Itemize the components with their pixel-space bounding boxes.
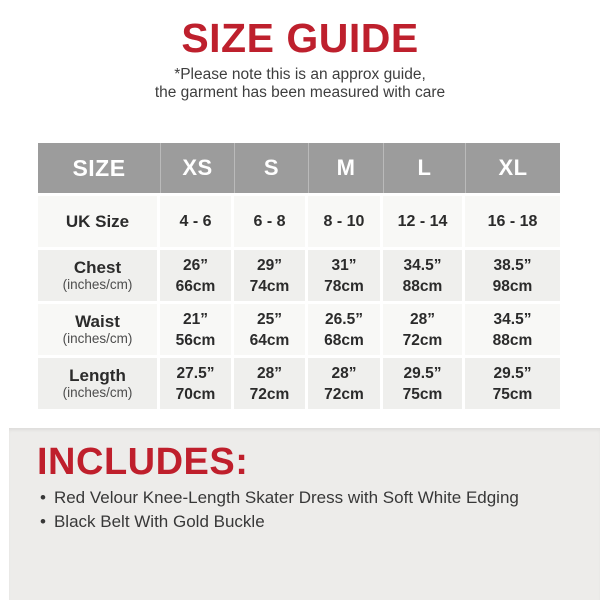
size-value-cell: 8 - 10 [308,193,383,247]
bullet-icon: • [40,512,46,531]
size-value: 29.5” [493,364,532,382]
size-value: 75cm [492,385,533,403]
row-label-cell: Waist (inches/cm) [38,301,160,355]
size-value: 6 - 8 [253,212,286,230]
size-value: 21” [183,310,208,328]
size-value: 8 - 10 [323,212,365,230]
size-value: 26” [183,256,208,274]
size-value: 64cm [249,331,290,349]
row-label: Length [69,366,126,385]
size-value: 28” [410,310,435,328]
size-table-row-uk-size: UK Size 4 - 6 6 - 8 8 - 10 12 - 14 16 - 18 [38,193,560,247]
includes-heading: INCLUDES: [37,441,249,483]
size-value: 25” [257,310,282,328]
size-table-header-cell-xl: XL [465,143,560,193]
size-value: 88cm [492,331,533,349]
includes-item-text: Red Velour Knee-Length Skater Dress with… [53,488,519,507]
size-value: 38.5” [493,256,532,274]
size-value-cell: 12 - 14 [383,193,465,247]
size-table-header-cell-size: SIZE [72,154,126,181]
size-value-cell: 29.5” 75cm [465,355,560,409]
size-value: 98cm [492,277,533,295]
size-value-cell: 28” 72cm [383,301,465,355]
size-value: 34.5” [493,310,532,328]
row-label-cell: Chest (inches/cm) [38,247,160,301]
size-value: 72cm [324,385,364,403]
bullet-icon: • [40,488,46,507]
includes-item: • Red Velour Knee-Length Skater Dress wit… [40,486,519,510]
size-table-row-waist: Waist (inches/cm) 21” 56cm 25” 64cm 26.5” 68cm 2… [38,301,560,355]
note-line-2: the garment has been measured with care [154,83,446,101]
size-value: 72cm [402,331,443,349]
size-value-cell: 6 - 8 [234,193,308,247]
size-value-cell: 26” 66cm [160,247,234,301]
includes-item: • Black Belt With Gold Buckle [40,510,519,534]
size-value: 29.5” [403,364,442,382]
size-value: 28” [331,364,357,382]
size-table-header: SIZE XS S M L XL [38,143,560,193]
size-value: 16 - 18 [487,212,538,230]
size-value: 28” [257,364,282,382]
size-value: 70cm [175,385,216,403]
size-table-row-chest: Chest (inches/cm) 26” 66cm 29” 74cm 31” 78cm 34.… [38,247,560,301]
size-value: 34.5” [403,256,442,274]
size-guide-note: *Please note this is an approx guide, th… [0,66,600,101]
size-value-cell: 31” 78cm [308,247,383,301]
row-sublabel: (inches/cm) [62,331,133,346]
row-sublabel: (inches/cm) [62,277,133,292]
size-table-body: UK Size 4 - 6 6 - 8 8 - 10 12 - 14 16 - 18 Che… [38,193,560,409]
note-line-1: *Please note this is an approx guide, [174,66,426,83]
size-value-cell: 26.5” 68cm [308,301,383,355]
size-value: 74cm [249,277,290,295]
row-label: Chest [73,258,122,277]
row-sublabel: (inches/cm) [62,385,133,400]
includes-list: • Red Velour Knee-Length Skater Dress wit… [40,486,519,534]
size-value: 31” [331,256,357,274]
size-value-cell: 16 - 18 [465,193,560,247]
size-value-cell: 29.5” 75cm [383,355,465,409]
size-value: 56cm [175,331,216,349]
includes-item-text: Black Belt With Gold Buckle [53,512,265,531]
size-value-cell: 28” 72cm [308,355,383,409]
size-table-header-cell-l: L [383,143,465,193]
size-table: SIZE XS S M L XL UK Size 4 - 6 6 - 8 8 - 10 12 - … [38,143,560,409]
includes-panel: INCLUDES: • Red Velour Knee-Length Skater… [9,428,600,600]
size-value-cell: 38.5” 98cm [465,247,560,301]
size-value: 68cm [324,331,364,349]
size-value: 88cm [402,277,443,295]
size-value: 4 - 6 [179,212,212,230]
size-value-cell: 21” 56cm [160,301,234,355]
size-value: 72cm [249,385,290,403]
size-value: 12 - 14 [397,212,448,230]
size-value-cell: 29” 74cm [234,247,308,301]
size-value: 26.5” [325,310,363,328]
size-value: 27.5” [176,364,215,382]
size-value-cell: 34.5” 88cm [383,247,465,301]
size-table-header-cell-xs: XS [160,143,234,193]
size-value-cell: 27.5” 70cm [160,355,234,409]
size-value-cell: 34.5” 88cm [465,301,560,355]
row-label: UK Size [65,212,130,231]
size-table-header-cell-m: M [308,143,383,193]
size-value-cell: 28” 72cm [234,355,308,409]
size-table-row-length: Length (inches/cm) 27.5” 70cm 28” 72cm 28” 72cm… [38,355,560,409]
row-label-cell: Length (inches/cm) [38,355,160,409]
size-value: 29” [257,256,282,274]
size-table-header-cell-s: S [234,143,308,193]
size-value-cell: 4 - 6 [160,193,234,247]
row-label-cell: UK Size [38,193,160,247]
size-value: 75cm [402,385,443,403]
size-guide-title: SIZE GUIDE [181,15,419,61]
size-value: 66cm [175,277,216,295]
size-value-cell: 25” 64cm [234,301,308,355]
size-value: 78cm [324,277,364,295]
row-label: Waist [75,312,120,331]
